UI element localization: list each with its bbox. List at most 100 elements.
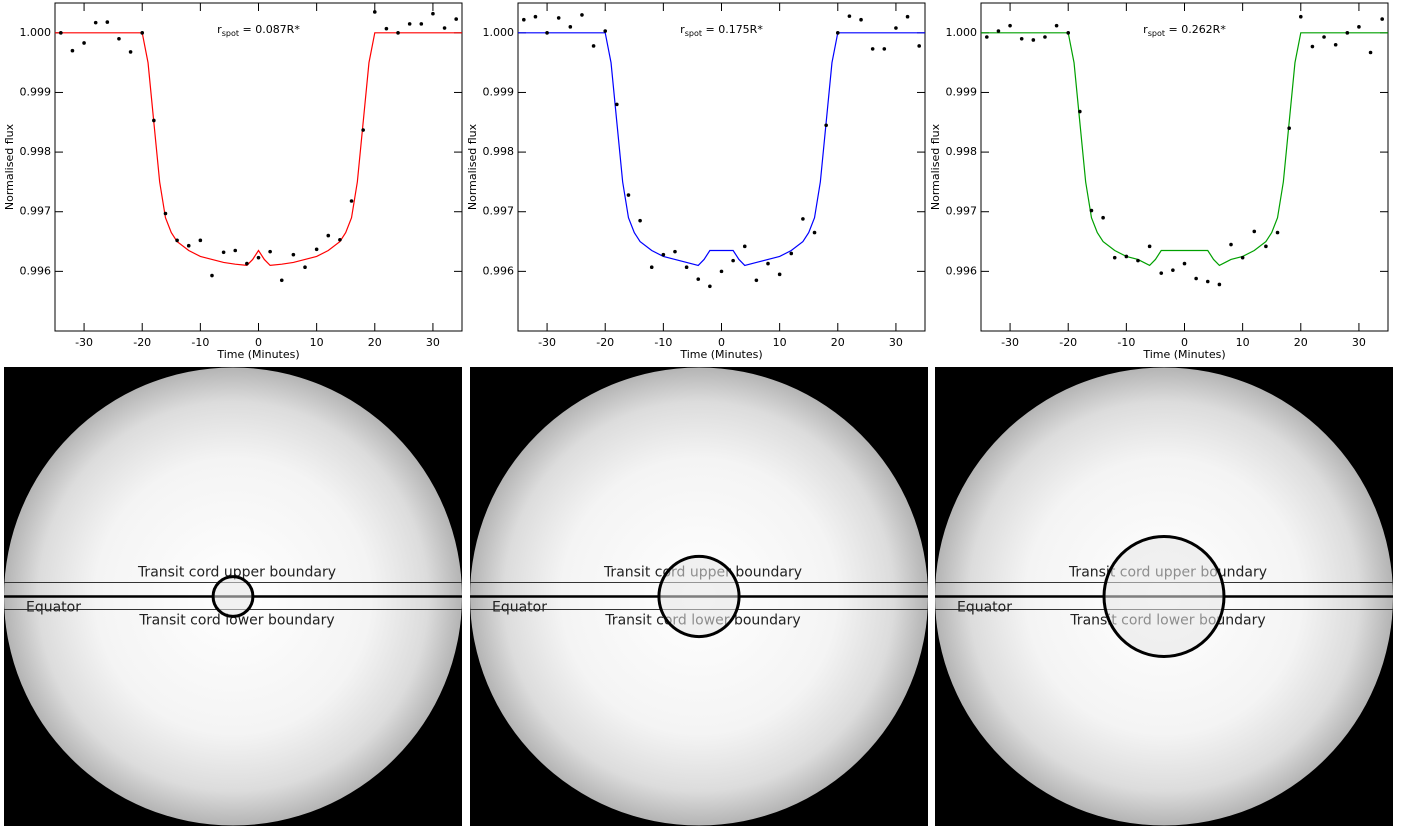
data-point (361, 128, 365, 132)
y-tick-label: 0.997 (946, 205, 978, 218)
data-point (233, 248, 238, 253)
x-tick-label: 30 (426, 336, 440, 349)
data-point (1136, 258, 1140, 263)
data-point (859, 17, 863, 22)
x-tick-label: 10 (1236, 336, 1250, 349)
model-curve (518, 32, 925, 267)
y-tick-label: 0.996 (483, 264, 515, 277)
data-point (905, 14, 910, 19)
data-point (1078, 109, 1082, 114)
data-point (198, 238, 203, 243)
data-point (684, 265, 689, 269)
data-point (454, 17, 458, 21)
data-point (1159, 271, 1164, 275)
data-point (673, 249, 677, 254)
data-point (870, 47, 875, 51)
data-point (1252, 229, 1257, 234)
x-tick-label: -20 (133, 336, 151, 349)
y-tick-label: 1.000 (946, 26, 978, 39)
data-point (210, 273, 214, 278)
data-point (1310, 44, 1315, 49)
y-tick-label: 0.999 (483, 85, 515, 98)
starspot (211, 575, 255, 618)
equator-label: Equator (957, 600, 1012, 616)
data-point (812, 230, 817, 235)
starspot (1102, 535, 1226, 658)
data-point (349, 199, 354, 203)
data-point (140, 31, 145, 35)
data-point (1054, 23, 1059, 28)
data-point (661, 252, 666, 257)
data-point (1031, 38, 1036, 42)
data-point (626, 193, 631, 197)
data-point (1124, 254, 1129, 259)
y-tick-label: 0.997 (483, 205, 515, 218)
data-point (221, 250, 226, 255)
data-point (82, 41, 86, 45)
y-tick-label: 0.998 (946, 145, 978, 158)
x-tick-label: 10 (310, 336, 324, 349)
data-point (731, 258, 735, 263)
data-point (326, 233, 331, 238)
data-point (1147, 244, 1152, 249)
data-point (303, 265, 307, 269)
data-point (279, 278, 284, 283)
data-point (847, 14, 852, 18)
data-point (419, 22, 424, 26)
x-axis-label: Time (Minutes) (679, 348, 762, 361)
chart-title: rspot = 0.087R* (217, 23, 300, 38)
upper-boundary-label: Transit cord upper boundary (137, 565, 336, 581)
data-point (708, 284, 712, 289)
x-tick-label: -10 (191, 336, 209, 349)
data-point (59, 31, 63, 35)
y-tick-label: 0.999 (946, 85, 978, 98)
data-point (615, 102, 619, 107)
data-point (1287, 126, 1291, 131)
plot-frame (517, 2, 926, 332)
starspot (657, 554, 741, 639)
data-point (1089, 208, 1094, 213)
x-tick-label: 0 (1181, 336, 1188, 349)
data-point (996, 29, 1001, 33)
data-point (789, 251, 794, 256)
data-point (649, 265, 654, 269)
data-point (1217, 282, 1222, 287)
x-tick-label: 30 (1352, 336, 1366, 349)
data-point (591, 44, 596, 48)
data-point (384, 26, 389, 31)
title-value: = 0.175R* (702, 23, 763, 36)
data-point (268, 249, 272, 254)
data-point (1322, 35, 1326, 39)
lower-boundary-label: Transit cord lower boundary (138, 613, 334, 629)
data-point (442, 26, 447, 30)
data-point (894, 26, 898, 30)
data-point (545, 31, 549, 35)
x-tick-label: -20 (1059, 336, 1077, 349)
data-point (777, 272, 782, 277)
plot-frame (54, 2, 463, 332)
data-point (1194, 276, 1198, 281)
chart-title: rspot = 0.175R* (680, 23, 763, 38)
data-point (1182, 261, 1187, 266)
data-point (70, 48, 75, 53)
data-point (1101, 215, 1105, 220)
plot-frame (980, 2, 1389, 332)
x-tick-label: 30 (889, 336, 903, 349)
x-tick-label: -10 (1117, 336, 1135, 349)
data-point (152, 118, 156, 123)
data-point (1264, 244, 1268, 249)
data-point (1333, 42, 1338, 47)
y-tick-label: 1.000 (20, 26, 52, 39)
x-tick-label: -30 (75, 336, 93, 349)
data-point (1205, 279, 1210, 284)
data-point (603, 29, 608, 33)
title-subscript: spot (1148, 29, 1165, 38)
data-point (314, 247, 319, 252)
x-tick-label: 0 (718, 336, 725, 349)
equator-label: Equator (492, 600, 547, 616)
data-point (882, 47, 887, 51)
y-tick-label: 0.998 (483, 145, 515, 158)
data-point (128, 50, 133, 54)
data-point (985, 35, 989, 39)
